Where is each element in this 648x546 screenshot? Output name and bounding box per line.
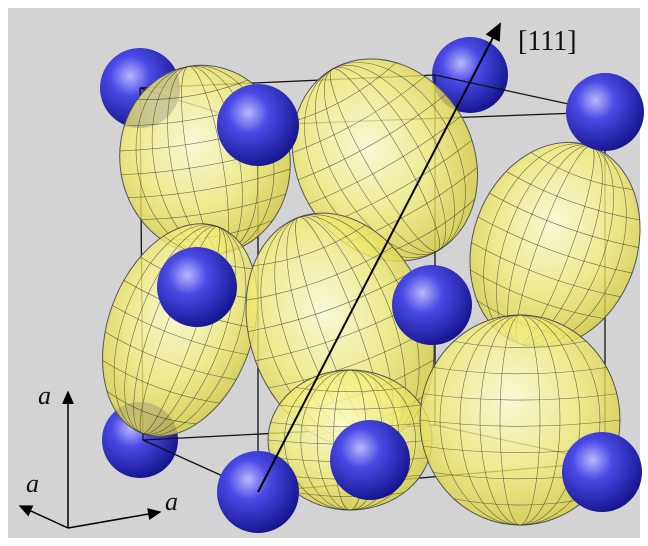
atom xyxy=(562,432,642,512)
axis-label: a xyxy=(38,381,51,410)
atom xyxy=(157,247,237,327)
direction-label: [111] xyxy=(518,26,577,57)
axis-label: a xyxy=(26,469,39,498)
atom xyxy=(217,84,299,166)
axis-label: a xyxy=(165,487,178,516)
page: [111] a a a (() => { const data = JSON.p… xyxy=(0,0,648,546)
crystal-diagram: [111] a a a xyxy=(0,0,648,546)
atom xyxy=(330,420,410,500)
atom xyxy=(566,73,644,151)
atom xyxy=(392,265,472,345)
